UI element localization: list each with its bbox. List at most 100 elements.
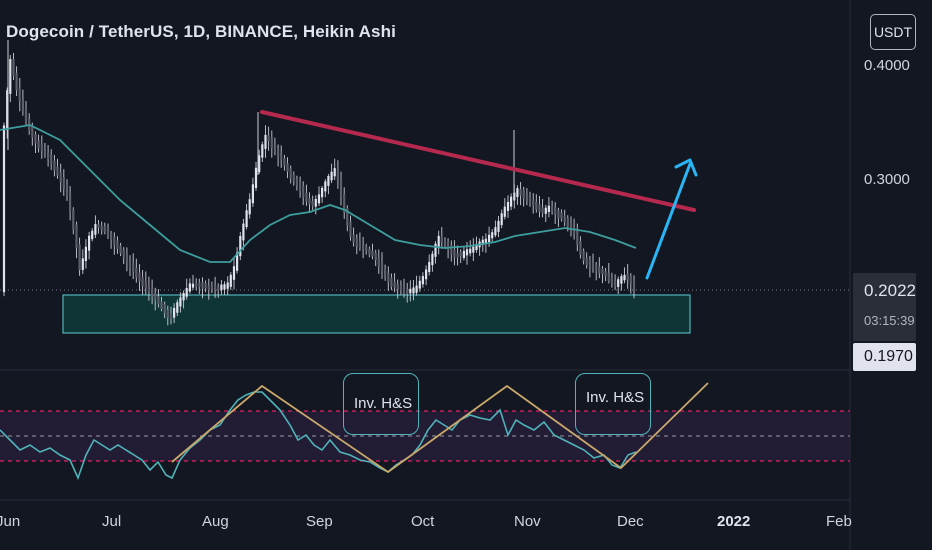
candle-body <box>286 163 289 172</box>
candle-body <box>443 239 447 247</box>
candle-body <box>569 222 573 231</box>
candle-body <box>135 267 138 278</box>
candle-body <box>339 176 343 198</box>
time-axis-label: Sep <box>306 513 333 530</box>
inv-hs-box <box>575 373 651 435</box>
candle-body <box>563 215 566 222</box>
candle-body <box>188 283 191 292</box>
candle-body <box>305 192 308 202</box>
candles-group <box>2 40 636 326</box>
candle-body <box>632 280 636 291</box>
candle-body <box>210 286 213 290</box>
candle-body <box>141 277 144 287</box>
candle-body <box>144 281 147 288</box>
candle-body <box>91 230 94 240</box>
candle-body <box>387 273 390 283</box>
candle-body <box>220 284 223 291</box>
candle-body <box>43 148 46 156</box>
price-tick-label: 0.4000 <box>864 57 910 74</box>
time-axis-label: Oct <box>411 513 435 530</box>
candle-body <box>321 187 324 198</box>
candle-body <box>525 194 528 201</box>
candle-body <box>610 276 613 285</box>
candle-body <box>157 296 160 305</box>
candle-body <box>554 207 557 215</box>
candle-body <box>591 263 595 270</box>
candle-body <box>557 210 560 219</box>
candle-body <box>516 188 519 197</box>
time-axis-label: Dec <box>617 513 644 530</box>
candle-body <box>453 249 456 258</box>
candle-body <box>488 234 491 243</box>
candle-body <box>317 194 321 204</box>
candle-body <box>541 207 544 214</box>
inv-hs-label: Inv. H&S <box>354 395 413 412</box>
candle-body <box>264 134 267 149</box>
resistance-line <box>260 110 696 212</box>
candle-body <box>292 174 295 181</box>
candle-body <box>147 284 150 293</box>
candle-body <box>456 253 459 258</box>
inv-hs-label: Inv. H&S <box>586 389 645 406</box>
candle-body <box>12 59 15 77</box>
candle-body <box>384 267 387 277</box>
candle-body <box>538 204 541 212</box>
candle-body <box>377 257 380 267</box>
candle-body <box>18 87 21 102</box>
candle-body <box>267 135 270 141</box>
zigzag-pattern <box>171 382 709 473</box>
candle-body <box>472 246 475 253</box>
candle-body <box>311 201 314 207</box>
candle-body <box>374 252 377 261</box>
candle-body <box>519 189 522 196</box>
candle-body <box>623 274 626 281</box>
candle-body <box>154 293 157 301</box>
candle-body <box>362 245 365 250</box>
candle-body <box>195 282 198 287</box>
candle-body <box>84 246 87 261</box>
currency-unit-button[interactable]: USDT <box>870 14 916 50</box>
current-price-value: 0.2022 <box>864 281 916 300</box>
candle-body <box>506 201 510 211</box>
candle-body <box>182 293 185 301</box>
candle-body <box>396 284 399 290</box>
candle-body <box>355 238 358 247</box>
candle-body <box>579 241 582 255</box>
candle-body <box>280 152 283 161</box>
candle-body <box>207 285 210 291</box>
candle-body <box>459 252 462 256</box>
candle-body <box>343 193 346 213</box>
candle-body <box>475 244 478 250</box>
candle-body <box>62 177 65 189</box>
candle-body <box>462 250 465 258</box>
candle-body <box>94 224 97 235</box>
candle-body <box>204 283 207 289</box>
low-price-value: 0.1970 <box>864 348 913 365</box>
candle-body <box>349 221 352 237</box>
candle-body <box>270 137 273 149</box>
candle-body <box>201 282 204 289</box>
candle-body <box>333 168 336 177</box>
candle-body <box>163 304 166 313</box>
candle-body <box>59 172 62 183</box>
time-axis-label: Jul <box>102 513 122 530</box>
candle-body <box>481 239 484 245</box>
candle-countdown: 03:15:39 <box>864 313 915 328</box>
candle-body <box>576 231 579 245</box>
candle-body <box>330 171 333 181</box>
candle-body <box>585 257 588 266</box>
inv-hs-box <box>343 373 419 435</box>
candle-body <box>6 90 9 130</box>
candle-body <box>314 199 317 207</box>
candle-body <box>191 283 195 288</box>
chart-title: Dogecoin / TetherUS, 1D, BINANCE, Heikin… <box>6 22 396 41</box>
candle-body <box>503 206 506 217</box>
candle-body <box>582 250 585 261</box>
candle-body <box>551 206 554 212</box>
candle-body <box>469 248 472 254</box>
candle-body <box>295 178 298 186</box>
candle-body <box>198 282 201 287</box>
price-tick-label: 0.3000 <box>864 171 910 188</box>
candle-body <box>160 301 163 310</box>
candle-body <box>327 176 330 186</box>
